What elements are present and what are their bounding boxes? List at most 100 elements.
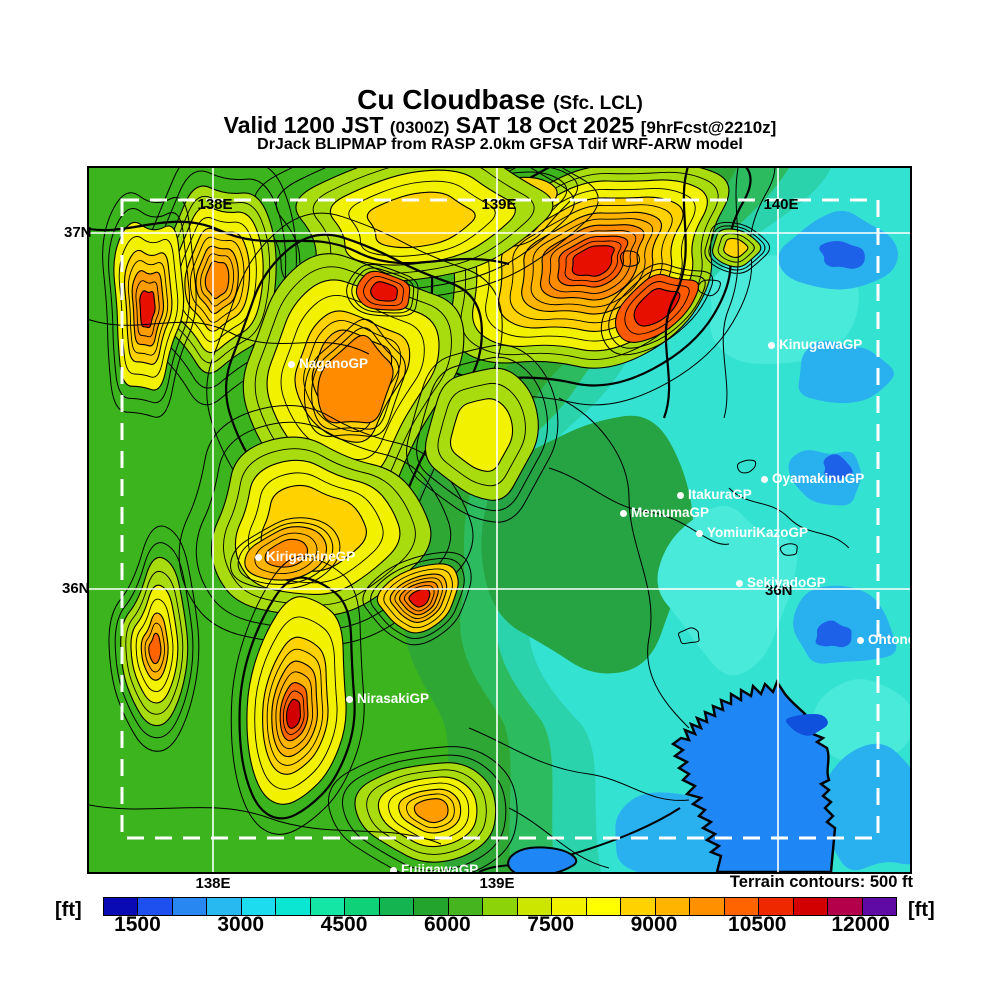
site-dot — [390, 867, 397, 872]
contour-line — [437, 382, 526, 487]
terrain-contour-line — [508, 807, 610, 869]
gridline-label-138e-bottom: 138E — [195, 875, 231, 892]
site-dot — [761, 476, 768, 483]
colorbar-tick-label: 4500 — [320, 913, 368, 936]
colorbar-tick-label: 9000 — [630, 913, 678, 936]
contour-line — [624, 281, 690, 335]
page-title: Cu Cloudbase (Sfc. LCL) — [0, 84, 1000, 116]
title-main: Cu Cloudbase — [357, 84, 546, 115]
contour-line — [253, 168, 599, 302]
lat-label-36n-left: 36N — [62, 580, 90, 597]
colorbar-cell — [378, 898, 414, 915]
colorbar-cell — [104, 898, 138, 915]
contour-line — [280, 295, 425, 460]
colorbar-cell — [861, 898, 897, 915]
colorbar-cell — [413, 898, 448, 915]
contour-line — [708, 225, 766, 271]
terrain-contour-line — [89, 319, 370, 355]
contour-line — [362, 551, 472, 646]
terrain-contour-line — [89, 220, 510, 266]
site-dot — [696, 530, 703, 537]
colorbar-cell — [206, 898, 241, 915]
contour-line — [237, 521, 334, 585]
model-line: DrJack BLIPMAP from RASP 2.0km GFSA Tdif… — [257, 136, 743, 153]
terrain-contour-line — [558, 397, 690, 729]
colorbar-tick-label: 3000 — [217, 913, 265, 936]
colorbar-cell — [585, 898, 621, 915]
contour-line — [125, 571, 184, 715]
terrain-patch — [819, 241, 865, 269]
contour-fill — [370, 281, 398, 302]
colorbar-cell — [482, 898, 517, 915]
site-dot — [677, 492, 684, 499]
contour-fill — [148, 632, 162, 665]
site-label: Ohtone — [868, 632, 912, 647]
contour-line — [238, 576, 356, 820]
terrain-patch — [657, 505, 797, 676]
legend-unit-left: [ft] — [55, 899, 82, 921]
terrain-contour-line — [89, 804, 442, 845]
contour-fill — [633, 288, 681, 327]
gridline-label-138e-top: 138E — [197, 196, 233, 213]
contour-fill — [723, 237, 749, 259]
contour-line — [189, 236, 245, 323]
colorbar-tick-label: 6000 — [423, 913, 471, 936]
contour-line — [509, 204, 673, 324]
contour-line — [348, 180, 496, 257]
terrain-patch — [823, 454, 853, 482]
legend-unit-right: [ft] — [908, 899, 935, 921]
contour-line — [608, 268, 706, 349]
colorbar-cell — [758, 898, 793, 915]
colorbar-tick-label: 1500 — [114, 913, 161, 936]
valid-time-line: Valid 1200 JST (0300Z) SAT 18 Oct 2025 [… — [0, 112, 1000, 139]
colorbar-cell — [309, 898, 345, 915]
contour-line — [530, 218, 654, 308]
contour-fill — [285, 698, 301, 729]
contour-fill — [408, 588, 431, 608]
site-dot — [288, 361, 295, 368]
site-dot — [620, 510, 627, 517]
colorbar-cell — [689, 898, 724, 915]
colorbar-cell — [240, 898, 276, 915]
contour-line — [363, 276, 404, 306]
colorbar-cell — [723, 898, 759, 915]
contour-line — [102, 192, 197, 418]
terrain-contour-loop — [736, 459, 757, 474]
contour-line — [342, 754, 507, 872]
contour-line — [108, 525, 200, 752]
terrain-contour-loop — [697, 279, 721, 297]
site-label: ItakuraGP — [688, 487, 752, 502]
map-artwork — [89, 168, 910, 872]
colorbar-tick-label: 12000 — [831, 913, 890, 936]
contour-line — [303, 320, 402, 433]
terrain-contour-line — [548, 467, 730, 545]
contour-fill — [204, 260, 230, 300]
contour-line — [704, 221, 771, 274]
site-dot — [768, 342, 775, 349]
contour-line — [394, 577, 443, 620]
contour-line — [403, 584, 435, 612]
contour-line — [282, 690, 305, 735]
valid-zulu: (0300Z) — [389, 118, 450, 137]
contour-line — [230, 555, 365, 835]
gridline-label-140e-top: 140E — [763, 196, 799, 213]
contour-line — [351, 267, 415, 314]
site-dot — [255, 554, 262, 561]
contour-line — [370, 557, 465, 639]
gridline-label-139e-bottom: 139E — [479, 875, 515, 892]
contour-fill — [317, 334, 394, 424]
site-label: YomiuriKazoGP — [707, 525, 809, 540]
colorbar — [103, 897, 897, 916]
contour-line — [230, 517, 341, 590]
site-label: KirigamineGP — [266, 549, 356, 564]
contour-line — [564, 240, 622, 283]
colorbar-tick-label: 10500 — [728, 913, 787, 936]
colorbar-cell — [827, 898, 862, 915]
terrain-contour-line — [468, 727, 690, 801]
contour-line — [135, 280, 160, 338]
contour-line — [346, 263, 419, 317]
colorbar-tick-label: 7500 — [527, 913, 574, 936]
terrain-contour-loop — [619, 250, 640, 267]
site-label: SekiyadoGP — [747, 575, 826, 590]
